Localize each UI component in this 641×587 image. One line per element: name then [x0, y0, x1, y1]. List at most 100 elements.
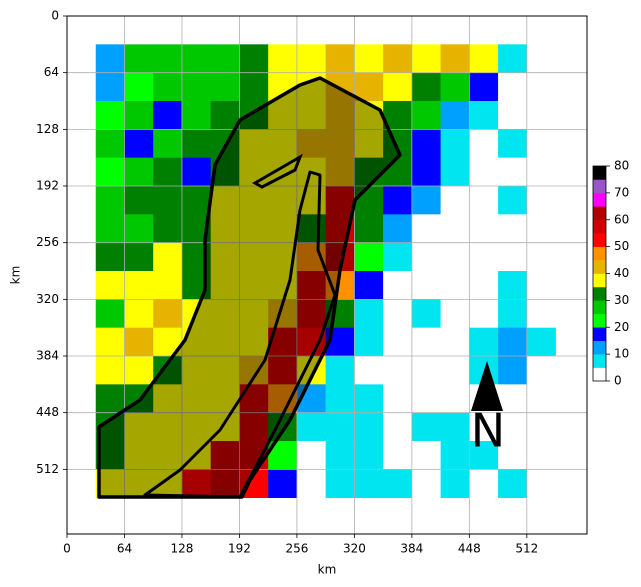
gap-outline [251, 153, 303, 189]
x-tick-label: 64 [117, 542, 132, 556]
cell [526, 214, 556, 243]
cell [181, 157, 211, 187]
cell [383, 44, 413, 73]
cell [239, 384, 269, 413]
cell [153, 44, 183, 73]
cell [296, 299, 326, 328]
cell [210, 214, 240, 243]
cell [239, 157, 269, 187]
cell [124, 186, 154, 215]
cell [383, 412, 413, 442]
colorbar-swatch [593, 340, 606, 355]
colorbar-tick-label: 30 [614, 293, 629, 307]
cell [181, 384, 211, 413]
cell [411, 384, 441, 413]
x-tick-label: 512 [515, 542, 538, 556]
cell [526, 356, 556, 385]
cell [210, 186, 240, 215]
cell [153, 101, 183, 130]
x-tick-label: 256 [285, 542, 308, 556]
cell [383, 157, 413, 187]
colorbar-swatch [593, 166, 606, 180]
cell [498, 469, 528, 498]
y-axis-label: km [9, 266, 23, 285]
cell [153, 412, 183, 442]
colorbar-tick-label: 40 [614, 266, 629, 280]
cell [498, 384, 528, 413]
cell [411, 214, 441, 243]
cell [440, 242, 470, 272]
cell [411, 412, 441, 442]
cell [526, 327, 556, 357]
colorbar-swatch [593, 192, 606, 207]
cell [526, 129, 556, 158]
cell [239, 186, 269, 215]
cell [498, 441, 528, 470]
cell [95, 271, 125, 300]
cell [325, 186, 355, 215]
cell [440, 469, 470, 498]
cell [411, 242, 441, 272]
y-tick-label: 64 [44, 65, 59, 79]
cell [469, 101, 499, 130]
colorbar-tick-label: 0 [614, 374, 622, 388]
cell [469, 271, 499, 300]
cell [210, 469, 240, 498]
cell [239, 214, 269, 243]
cell [383, 441, 413, 470]
cell [526, 412, 556, 442]
colorbar-swatch [593, 367, 606, 382]
cell [95, 356, 125, 385]
cell [354, 327, 384, 357]
cell [411, 356, 441, 385]
cell [296, 101, 326, 130]
cell [124, 214, 154, 243]
cell [268, 214, 298, 243]
cell [95, 186, 125, 215]
cell [354, 412, 384, 442]
cell [239, 327, 269, 357]
cell [354, 441, 384, 470]
cell [325, 44, 355, 73]
colorbar-swatch [593, 260, 606, 274]
cell [296, 271, 326, 300]
y-tick-label: 320 [36, 292, 59, 306]
cell [296, 44, 326, 73]
cell [124, 412, 154, 442]
cell [95, 384, 125, 413]
cell [498, 242, 528, 272]
colorbar-swatch [593, 206, 606, 221]
cell [268, 44, 298, 73]
y-tick-label: 448 [36, 405, 59, 419]
cell [498, 44, 528, 73]
cell [526, 157, 556, 187]
colorbar: 0 10 20 30 40 50 60 70 80 [592, 159, 629, 388]
cell [95, 101, 125, 130]
cell [296, 412, 326, 442]
y-tick-label: 192 [36, 179, 59, 193]
cell [440, 412, 470, 442]
cell [268, 129, 298, 158]
cell [210, 44, 240, 73]
cell [383, 384, 413, 413]
cell [440, 157, 470, 187]
cell [239, 412, 269, 442]
cell [440, 101, 470, 130]
cell [354, 186, 384, 215]
cell [239, 44, 269, 73]
cell [440, 327, 470, 357]
colorbar-swatch [593, 300, 606, 315]
cell [95, 44, 125, 73]
colorbar-tick-label: 80 [614, 159, 629, 173]
cell [354, 129, 384, 158]
cell [440, 44, 470, 73]
cell [440, 384, 470, 413]
grid [66, 15, 587, 534]
cell [153, 242, 183, 272]
cell [210, 327, 240, 357]
cell [354, 384, 384, 413]
cell [153, 214, 183, 243]
colorbar-swatch [593, 246, 606, 261]
cell [95, 242, 125, 272]
cell [95, 129, 125, 158]
